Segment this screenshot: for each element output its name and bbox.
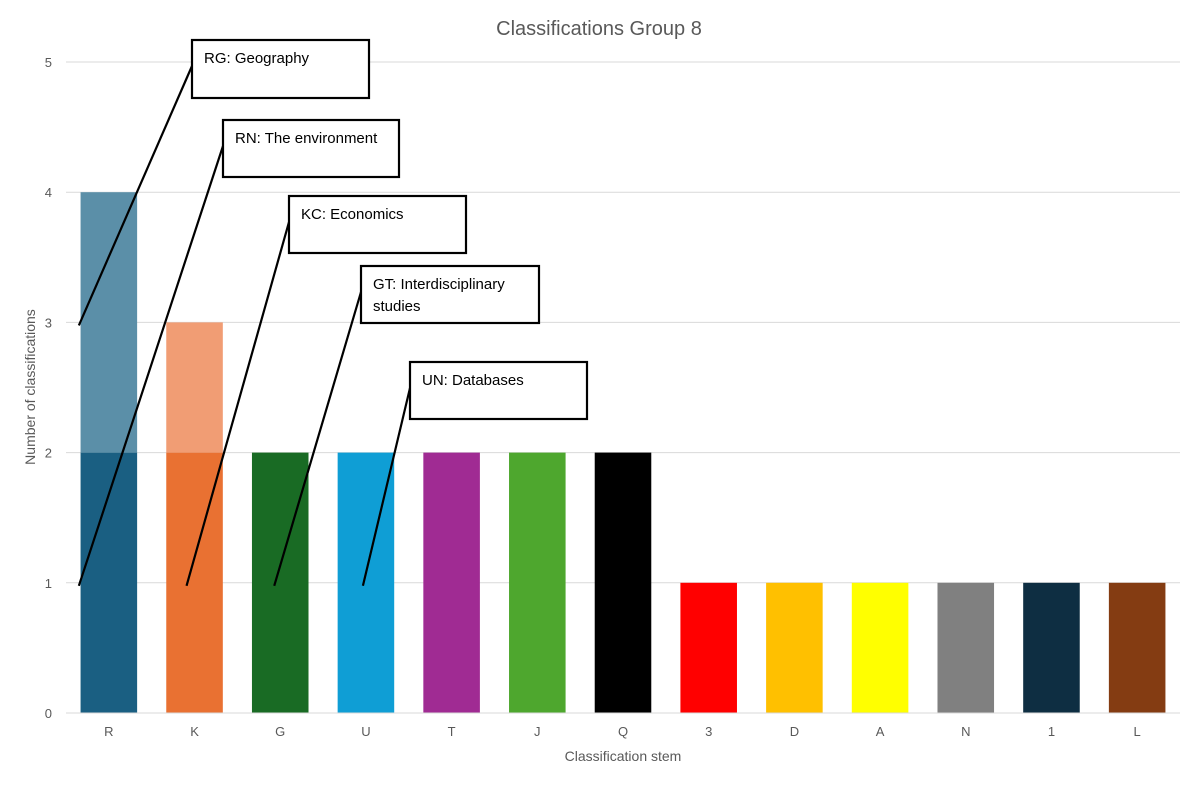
callout-box [287,194,468,255]
callouts: RG: Geography RN: The environment KC: Econ… [77,38,589,587]
callout-leader-line [361,387,412,587]
bar-base-K [166,452,223,713]
axes: 0 1 2 3 4 5 R K G U T J Q 3 D A N 1 L [45,55,1180,739]
callout-label: studies [373,298,421,315]
bar-base-D [766,582,823,713]
callout-leader-line [273,291,363,587]
callout-label: RG: Geography [204,50,310,67]
x-tick-label: R [104,724,113,739]
y-tick-label: 2 [45,446,52,461]
x-tick-label: T [448,724,456,739]
x-axis-title: Classification stem [565,748,682,764]
y-tick-label: 3 [45,315,52,330]
callout-box [408,360,589,421]
bar-base-T [423,452,480,713]
y-tick-label: 5 [45,55,52,70]
x-tick-label: 1 [1048,724,1055,739]
x-tick-label: L [1134,724,1141,739]
bar-base-3 [680,582,737,713]
x-tick-label: A [876,724,885,739]
callout-label: UN: Databases [422,372,524,389]
bar-upper-R [80,192,138,453]
callout-label: KC: Economics [301,206,404,223]
x-tick-label: J [534,724,541,739]
bar-base-1 [1023,582,1080,713]
bar-base-A [851,582,909,713]
x-tick-label: 3 [705,724,712,739]
x-tick-label: N [961,724,970,739]
bars [80,192,1166,713]
x-tick-label: K [190,724,199,739]
y-axis-title: Number of classifications [22,309,38,465]
x-tick-label: D [790,724,799,739]
x-tick-label: G [275,724,285,739]
y-tick-label: 1 [45,576,52,591]
callout-label: GT: Interdisciplinary [373,276,505,293]
callout-box [221,118,401,179]
x-tick-label: U [361,724,370,739]
callout-leader-line [185,221,291,587]
callout-label: RN: The environment [235,130,378,147]
bar-base-Q [594,452,652,713]
chart-title: Classifications Group 8 [496,18,702,40]
callout-leader-line [77,65,194,326]
bar-base-J [509,452,566,713]
callout-box [190,38,371,100]
callout-box [359,264,541,325]
callout-leader-line [77,145,225,587]
y-tick-label: 4 [45,185,52,200]
x-tick-label: Q [618,724,628,739]
bar-base-G [251,452,309,713]
bar-base-N [937,582,995,713]
bar-base-L [1108,582,1166,713]
bar-upper-K [166,322,223,453]
y-tick-label: 0 [45,706,52,721]
